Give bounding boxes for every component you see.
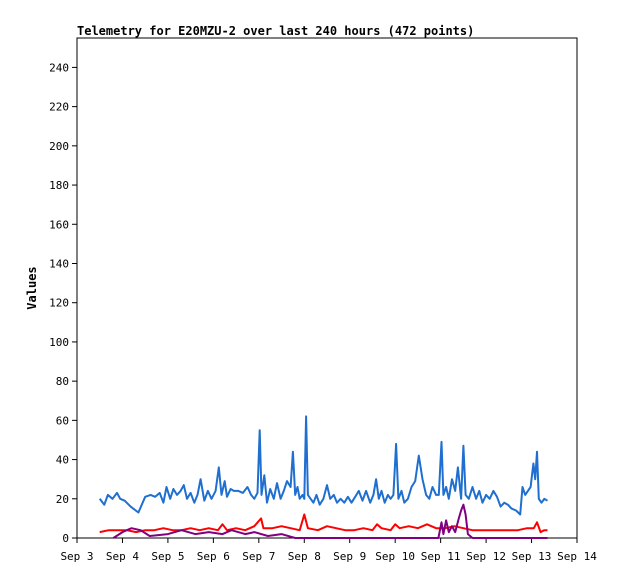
x-tick-label: Sep 8	[288, 550, 321, 563]
y-tick-label: 120	[49, 297, 69, 310]
y-tick-label: 100	[49, 336, 69, 349]
x-tick-label: Sep 7	[242, 550, 275, 563]
series-line-3	[112, 503, 548, 539]
x-tick-label: Sep 14	[557, 550, 597, 563]
y-tick-label: 20	[56, 493, 69, 506]
y-tick-label: 160	[49, 218, 69, 231]
y-tick-label: 80	[56, 375, 69, 388]
series-line-2	[99, 513, 548, 534]
y-tick-label: 40	[56, 454, 69, 467]
y-tick-label: 220	[49, 101, 69, 114]
y-tick-label: 0	[62, 532, 69, 545]
x-tick-label: Sep 13	[512, 550, 552, 563]
x-tick-label: Sep 5	[151, 550, 184, 563]
x-tick-label: Sep 9	[333, 550, 366, 563]
series-layer	[98, 415, 549, 539]
x-tick-label: Sep 10	[375, 550, 415, 563]
y-tick-label: 140	[49, 257, 69, 270]
y-tick-label: 180	[49, 179, 69, 192]
chart-title: Telemetry for E20MZU-2 over last 240 hou…	[77, 24, 474, 38]
series-line-1	[98, 415, 549, 516]
x-tick-label: Sep 3	[60, 550, 93, 563]
x-tick-label: Sep 4	[106, 550, 139, 563]
plot-frame	[76, 37, 578, 539]
y-tick-label: 240	[49, 61, 69, 74]
y-tick-label: 60	[56, 414, 69, 427]
y-tick-label: 200	[49, 140, 69, 153]
x-tick-label: Sep 11	[421, 550, 461, 563]
x-tick-label: Sep 6	[197, 550, 230, 563]
x-tick-label: Sep 12	[466, 550, 506, 563]
x-axis: Sep 3 Sep 4 Sep 5 Sep 6 Sep 7 Sep 8 Sep 9 Sep 1…	[60, 538, 597, 563]
y-axis-label: Values	[25, 266, 39, 309]
y-axis: 0 20 40 60 80 100 120 140 160 180 200 220 240	[49, 61, 77, 545]
